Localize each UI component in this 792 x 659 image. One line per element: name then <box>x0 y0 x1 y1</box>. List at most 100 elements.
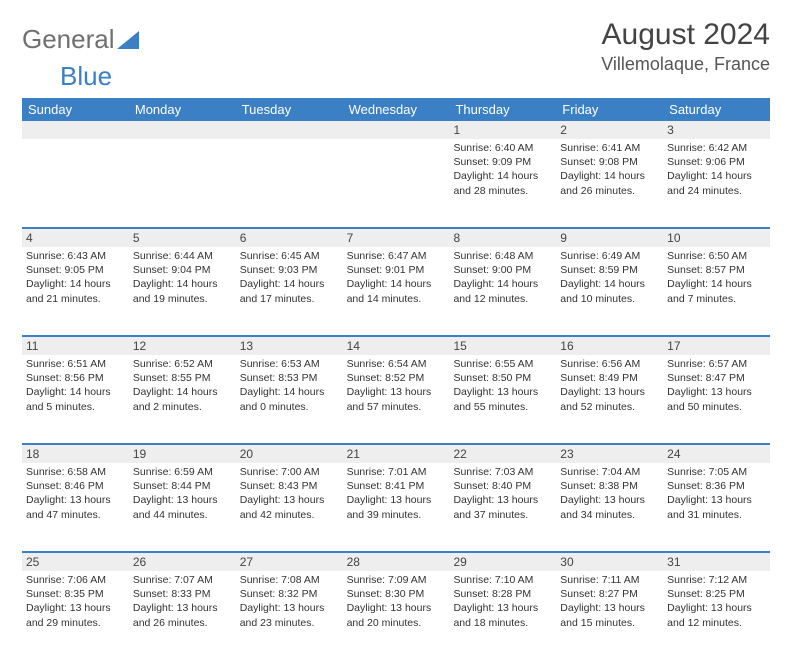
day-cell: Sunrise: 6:52 AMSunset: 8:55 PMDaylight:… <box>129 355 236 443</box>
daylight-text: Daylight: 14 hours and 17 minutes. <box>240 277 339 305</box>
day-cell: Sunrise: 6:47 AMSunset: 9:01 PMDaylight:… <box>343 247 450 335</box>
day-cell: Sunrise: 6:51 AMSunset: 8:56 PMDaylight:… <box>22 355 129 443</box>
daylight-text: Daylight: 13 hours and 18 minutes. <box>453 601 552 629</box>
day-number <box>129 121 236 139</box>
day-number: 27 <box>236 553 343 571</box>
sunrise-text: Sunrise: 6:56 AM <box>560 357 659 371</box>
day-number: 2 <box>556 121 663 139</box>
day-number: 5 <box>129 229 236 247</box>
sunset-text: Sunset: 8:47 PM <box>667 371 766 385</box>
sunrise-text: Sunrise: 7:11 AM <box>560 573 659 587</box>
day-number: 17 <box>663 337 770 355</box>
daynum-row: 18192021222324 <box>22 443 770 463</box>
day-number: 28 <box>343 553 450 571</box>
sunrise-text: Sunrise: 6:59 AM <box>133 465 232 479</box>
sunset-text: Sunset: 8:35 PM <box>26 587 125 601</box>
sunrise-text: Sunrise: 6:41 AM <box>560 141 659 155</box>
day-cell: Sunrise: 7:01 AMSunset: 8:41 PMDaylight:… <box>343 463 450 551</box>
logo-text-blue: Blue <box>60 61 112 91</box>
day-number: 14 <box>343 337 450 355</box>
sunset-text: Sunset: 8:50 PM <box>453 371 552 385</box>
sunset-text: Sunset: 8:56 PM <box>26 371 125 385</box>
day-number <box>236 121 343 139</box>
day-number: 30 <box>556 553 663 571</box>
logo-text-general: General <box>22 24 115 55</box>
day-cell: Sunrise: 6:45 AMSunset: 9:03 PMDaylight:… <box>236 247 343 335</box>
day-number: 21 <box>343 445 450 463</box>
daylight-text: Daylight: 14 hours and 7 minutes. <box>667 277 766 305</box>
day-cell <box>236 139 343 227</box>
sunrise-text: Sunrise: 7:00 AM <box>240 465 339 479</box>
day-cell: Sunrise: 7:00 AMSunset: 8:43 PMDaylight:… <box>236 463 343 551</box>
day-number: 10 <box>663 229 770 247</box>
daynum-row: 45678910 <box>22 227 770 247</box>
sunset-text: Sunset: 9:01 PM <box>347 263 446 277</box>
sunrise-text: Sunrise: 6:50 AM <box>667 249 766 263</box>
day-number: 12 <box>129 337 236 355</box>
sunrise-text: Sunrise: 6:44 AM <box>133 249 232 263</box>
day-number: 16 <box>556 337 663 355</box>
sunrise-text: Sunrise: 7:07 AM <box>133 573 232 587</box>
sunrise-text: Sunrise: 7:01 AM <box>347 465 446 479</box>
sunset-text: Sunset: 8:38 PM <box>560 479 659 493</box>
sunset-text: Sunset: 8:49 PM <box>560 371 659 385</box>
sunrise-text: Sunrise: 6:55 AM <box>453 357 552 371</box>
day-number: 26 <box>129 553 236 571</box>
daylight-text: Daylight: 13 hours and 29 minutes. <box>26 601 125 629</box>
day-number: 25 <box>22 553 129 571</box>
sunset-text: Sunset: 8:40 PM <box>453 479 552 493</box>
week-row: Sunrise: 7:06 AMSunset: 8:35 PMDaylight:… <box>22 571 770 659</box>
daylight-text: Daylight: 13 hours and 26 minutes. <box>133 601 232 629</box>
day-cell: Sunrise: 6:41 AMSunset: 9:08 PMDaylight:… <box>556 139 663 227</box>
sunset-text: Sunset: 8:30 PM <box>347 587 446 601</box>
day-header-wed: Wednesday <box>343 98 450 121</box>
day-header-row: Sunday Monday Tuesday Wednesday Thursday… <box>22 98 770 121</box>
day-cell <box>22 139 129 227</box>
daylight-text: Daylight: 13 hours and 15 minutes. <box>560 601 659 629</box>
day-cell: Sunrise: 6:44 AMSunset: 9:04 PMDaylight:… <box>129 247 236 335</box>
day-cell: Sunrise: 7:09 AMSunset: 8:30 PMDaylight:… <box>343 571 450 659</box>
day-number <box>343 121 450 139</box>
day-number: 22 <box>449 445 556 463</box>
sunset-text: Sunset: 8:46 PM <box>26 479 125 493</box>
day-cell: Sunrise: 6:49 AMSunset: 8:59 PMDaylight:… <box>556 247 663 335</box>
day-number: 4 <box>22 229 129 247</box>
sunrise-text: Sunrise: 6:49 AM <box>560 249 659 263</box>
day-cell: Sunrise: 7:11 AMSunset: 8:27 PMDaylight:… <box>556 571 663 659</box>
day-number: 1 <box>449 121 556 139</box>
daylight-text: Daylight: 13 hours and 44 minutes. <box>133 493 232 521</box>
day-cell: Sunrise: 6:43 AMSunset: 9:05 PMDaylight:… <box>22 247 129 335</box>
sunset-text: Sunset: 8:55 PM <box>133 371 232 385</box>
sunrise-text: Sunrise: 6:52 AM <box>133 357 232 371</box>
day-header-sun: Sunday <box>22 98 129 121</box>
day-cell <box>129 139 236 227</box>
day-number: 6 <box>236 229 343 247</box>
day-number: 8 <box>449 229 556 247</box>
sunrise-text: Sunrise: 6:45 AM <box>240 249 339 263</box>
daylight-text: Daylight: 14 hours and 10 minutes. <box>560 277 659 305</box>
sunrise-text: Sunrise: 6:42 AM <box>667 141 766 155</box>
day-number: 31 <box>663 553 770 571</box>
sunset-text: Sunset: 8:44 PM <box>133 479 232 493</box>
week-row: Sunrise: 6:43 AMSunset: 9:05 PMDaylight:… <box>22 247 770 335</box>
week-row: Sunrise: 6:51 AMSunset: 8:56 PMDaylight:… <box>22 355 770 443</box>
sunrise-text: Sunrise: 7:09 AM <box>347 573 446 587</box>
week-row: Sunrise: 6:40 AMSunset: 9:09 PMDaylight:… <box>22 139 770 227</box>
sunset-text: Sunset: 8:59 PM <box>560 263 659 277</box>
sunrise-text: Sunrise: 6:54 AM <box>347 357 446 371</box>
logo: General <box>22 18 139 55</box>
day-cell: Sunrise: 6:53 AMSunset: 8:53 PMDaylight:… <box>236 355 343 443</box>
day-cell: Sunrise: 6:40 AMSunset: 9:09 PMDaylight:… <box>449 139 556 227</box>
day-cell: Sunrise: 7:07 AMSunset: 8:33 PMDaylight:… <box>129 571 236 659</box>
weeks-container: 123Sunrise: 6:40 AMSunset: 9:09 PMDaylig… <box>22 121 770 659</box>
daylight-text: Daylight: 13 hours and 37 minutes. <box>453 493 552 521</box>
day-number: 24 <box>663 445 770 463</box>
sunrise-text: Sunrise: 7:05 AM <box>667 465 766 479</box>
day-number: 18 <box>22 445 129 463</box>
day-number <box>22 121 129 139</box>
sunset-text: Sunset: 8:57 PM <box>667 263 766 277</box>
sunrise-text: Sunrise: 6:53 AM <box>240 357 339 371</box>
sunrise-text: Sunrise: 6:47 AM <box>347 249 446 263</box>
daylight-text: Daylight: 14 hours and 24 minutes. <box>667 169 766 197</box>
day-number: 13 <box>236 337 343 355</box>
